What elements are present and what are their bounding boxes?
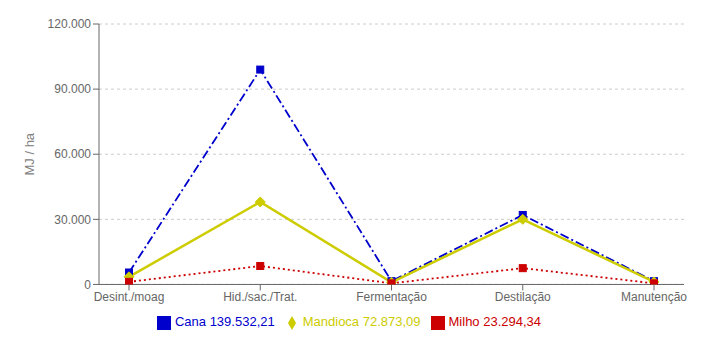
svg-text:0: 0 [84,278,91,292]
svg-text:120.000: 120.000 [48,17,92,31]
svg-text:MJ / ha: MJ / ha [22,132,37,175]
svg-text:90.000: 90.000 [54,82,91,96]
svg-text:60.000: 60.000 [54,147,91,161]
svg-text:Destilação: Destilação [495,290,551,304]
html-text:Mandioca 72.873,09: Mandioca 72.873,09 [302,314,421,330]
svg-text:30.000: 30.000 [54,213,91,227]
html-text:Cana 139.532,21: Cana 139.532,21 [175,314,275,330]
svg-text:Fermentação: Fermentação [356,290,427,304]
svg-text:Hid./sac./Trat.: Hid./sac./Trat. [223,290,297,304]
svg-text:Manutenção: Manutenção [621,290,687,304]
html-text:Milho 23.294,34: Milho 23.294,34 [448,314,541,330]
svg-text:Desint./moag: Desint./moag [94,290,165,304]
